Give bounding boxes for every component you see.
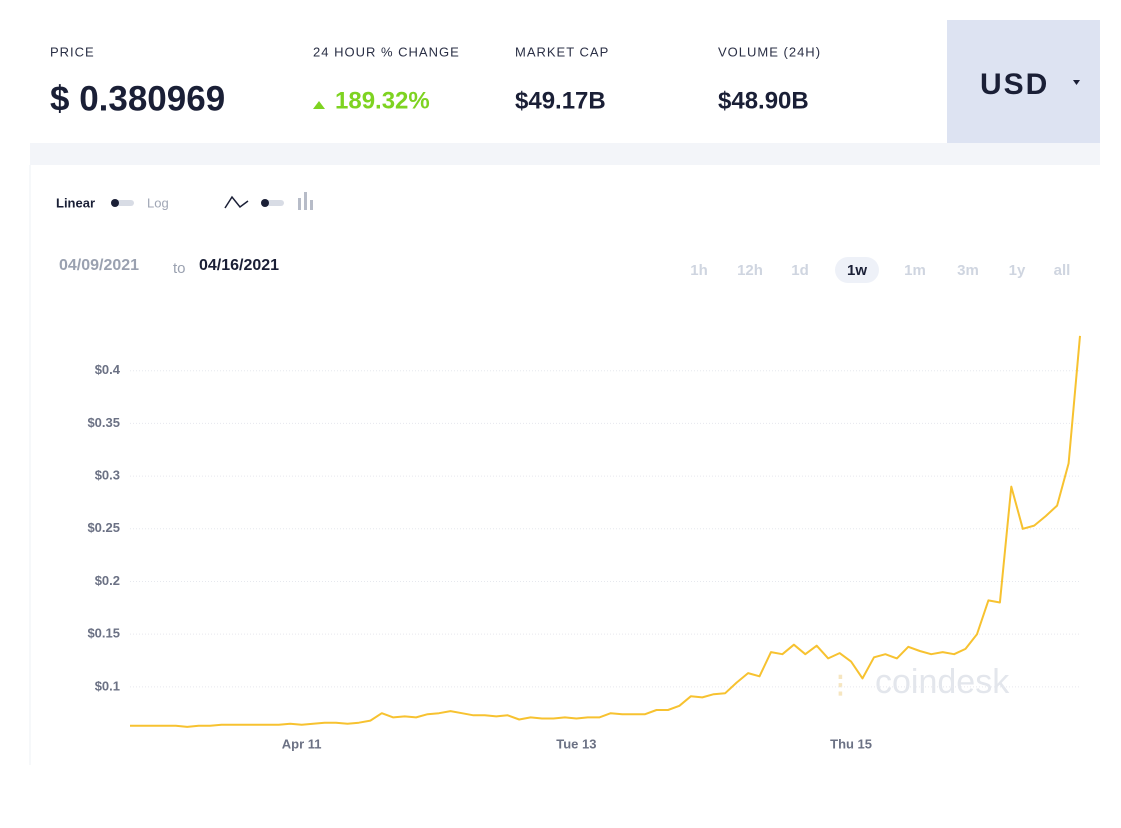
range-button[interactable]: 1y — [1009, 262, 1026, 279]
date-to[interactable]: 04/16/2021 — [199, 257, 279, 274]
x-tick-label: Thu 15 — [830, 736, 872, 751]
range-button[interactable]: 1m — [904, 262, 926, 279]
dropdown-caret[interactable] — [1073, 80, 1080, 85]
y-tick-label: $0.25 — [87, 520, 120, 535]
y-tick-label: $0.35 — [87, 415, 120, 430]
y-tick-label: $0.3 — [95, 468, 120, 483]
y-tick-label: $0.15 — [87, 626, 120, 641]
x-tick-label: Tue 13 — [556, 736, 596, 751]
watermark-icon: ⁝ — [835, 667, 846, 705]
stat-value: $49.17B — [515, 87, 606, 114]
currency[interactable]: USD — [980, 68, 1049, 101]
scale-option[interactable]: Log — [147, 195, 169, 210]
range-button[interactable]: 1w — [847, 262, 867, 279]
x-tick-label: Apr 11 — [282, 736, 322, 751]
stat-label: PRICE — [50, 44, 95, 59]
range-button[interactable]: 1h — [690, 262, 708, 279]
toggle-knob — [261, 199, 269, 207]
band — [30, 143, 1100, 165]
range-button[interactable]: all — [1054, 262, 1071, 279]
bars-icon[interactable] — [298, 192, 313, 210]
up-arrow — [313, 101, 325, 109]
stat-label: VOLUME (24H) — [718, 44, 821, 59]
date-from[interactable]: 04/09/2021 — [59, 257, 139, 274]
range-button[interactable]: 12h — [737, 262, 763, 279]
toggle-knob — [111, 199, 119, 207]
stat-value: $ 0.380969 — [50, 79, 225, 118]
stat-value: $48.90B — [718, 87, 809, 114]
watermark: coindesk — [875, 663, 1010, 701]
scale-option[interactable]: Linear — [56, 195, 95, 210]
range-pill[interactable] — [835, 257, 879, 283]
price-line — [130, 335, 1081, 728]
y-tick-label: $0.2 — [95, 573, 120, 588]
range-button[interactable]: 1d — [791, 262, 809, 279]
stat-label: MARKET CAP — [515, 44, 609, 59]
range-button[interactable]: 3m — [957, 262, 979, 279]
line-icon[interactable] — [224, 195, 249, 209]
date-separator: to — [173, 260, 186, 277]
y-tick-label: $0.4 — [95, 362, 121, 377]
y-tick-label: $0.1 — [95, 678, 120, 693]
stat-label: 24 HOUR % CHANGE — [313, 44, 460, 59]
stat-value: 189.32% — [335, 87, 430, 114]
